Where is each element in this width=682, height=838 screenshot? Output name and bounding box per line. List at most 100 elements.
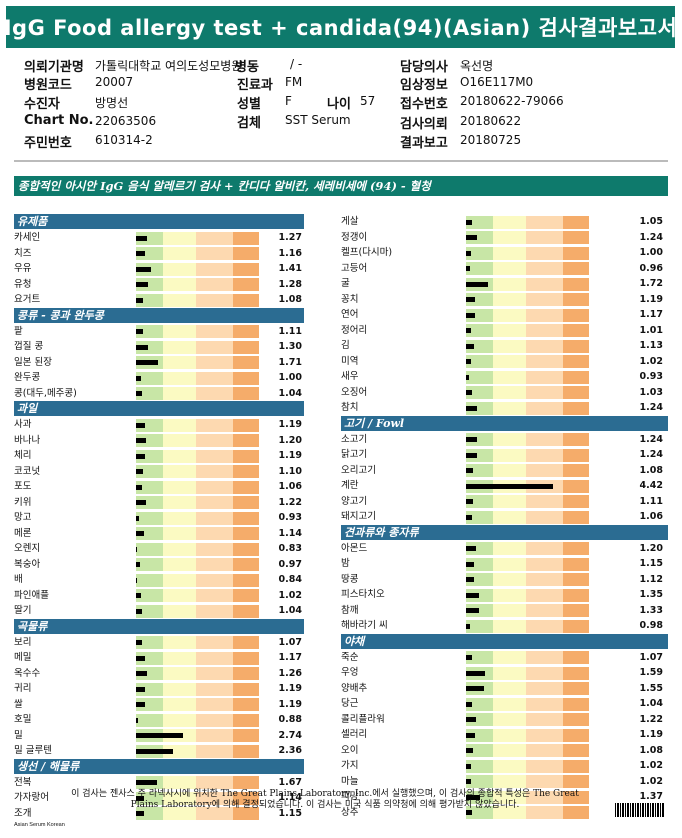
scale-zone bbox=[526, 339, 563, 353]
result-row: 치즈 1.16 bbox=[14, 246, 304, 262]
result-bar bbox=[136, 375, 141, 381]
result-value: 1.04 bbox=[278, 387, 302, 399]
result-row: 껍질 콩 1.30 bbox=[14, 339, 304, 355]
scale-zone bbox=[163, 371, 196, 385]
scale-zone bbox=[563, 464, 589, 477]
hospital-value: 가톨릭대학교 여의도성모병원 bbox=[95, 59, 243, 73]
result-row: 키위 1.22 bbox=[14, 495, 304, 511]
scale-zone bbox=[563, 790, 589, 804]
scale-zone bbox=[163, 636, 196, 649]
scale-zone bbox=[196, 434, 233, 447]
result-bar bbox=[136, 655, 145, 661]
scale-bar bbox=[466, 619, 589, 633]
scale-zone bbox=[493, 464, 526, 477]
result-value: 1.00 bbox=[639, 247, 663, 258]
result-value: 1.01 bbox=[639, 324, 663, 336]
result-bar bbox=[136, 577, 137, 583]
scale-bar bbox=[466, 588, 589, 602]
scale-bar bbox=[466, 713, 589, 726]
result-bar bbox=[466, 468, 473, 473]
food-name: 사과 bbox=[14, 419, 32, 430]
result-value: 2.36 bbox=[278, 745, 302, 756]
ward-value: / - bbox=[290, 57, 303, 71]
scale-zone bbox=[563, 542, 589, 555]
food-name: 밤 bbox=[341, 558, 350, 569]
scale-zone bbox=[563, 744, 589, 757]
food-name: 가지 bbox=[341, 760, 359, 771]
scale-zone bbox=[196, 713, 233, 727]
scale-bar bbox=[136, 713, 259, 727]
scale-zone bbox=[526, 324, 563, 337]
food-name: 치즈 bbox=[14, 247, 32, 259]
result-bar bbox=[466, 623, 471, 629]
scale-zone bbox=[233, 589, 259, 602]
result-bar bbox=[466, 717, 477, 722]
scale-bar bbox=[136, 776, 259, 789]
result-bar bbox=[466, 499, 474, 504]
food-name: 전복 bbox=[14, 776, 32, 788]
scale-zone bbox=[563, 697, 589, 711]
food-name: 메론 bbox=[14, 527, 32, 539]
scale-zone bbox=[233, 807, 259, 820]
scale-zone bbox=[233, 651, 259, 665]
food-name: 마늘 bbox=[341, 775, 359, 787]
result-bar bbox=[136, 671, 148, 676]
scale-zone bbox=[526, 355, 563, 368]
scale-zone bbox=[196, 527, 233, 540]
scale-zone bbox=[196, 387, 233, 400]
scale-zone bbox=[233, 729, 259, 742]
scale-zone bbox=[233, 247, 259, 260]
scale-zone bbox=[163, 589, 196, 602]
patient-value: 방명선 bbox=[95, 96, 129, 110]
result-row: 딸기 1.04 bbox=[14, 603, 304, 619]
scale-zone bbox=[466, 759, 493, 773]
scale-zone bbox=[136, 340, 163, 354]
scale-zone bbox=[493, 448, 526, 462]
scale-zone bbox=[163, 542, 196, 556]
scale-zone bbox=[563, 604, 589, 617]
scale-zone bbox=[493, 510, 526, 524]
result-bar bbox=[466, 343, 474, 349]
scale-zone bbox=[196, 729, 233, 742]
section-header: 생선 / 해물류 bbox=[14, 758, 304, 774]
result-bar bbox=[136, 500, 147, 505]
scale-zone bbox=[466, 246, 493, 260]
receipt-label: 접수번호 bbox=[400, 97, 448, 112]
scale-zone bbox=[136, 542, 163, 556]
result-row: 우유 1.41 bbox=[14, 261, 304, 277]
scale-zone bbox=[196, 776, 233, 789]
food-name: 오징어 bbox=[341, 386, 368, 398]
scale-zone bbox=[136, 713, 163, 727]
scale-bar bbox=[466, 542, 589, 555]
scale-zone bbox=[493, 790, 526, 804]
food-name: 콩(대두,메주콩) bbox=[14, 387, 77, 399]
scale-zone bbox=[196, 558, 233, 571]
food-name: 메밀 bbox=[14, 652, 32, 663]
scale-zone bbox=[466, 495, 493, 508]
scale-zone bbox=[163, 558, 196, 571]
result-bar bbox=[466, 266, 470, 271]
scale-zone bbox=[526, 231, 563, 244]
result-bar bbox=[136, 251, 145, 256]
result-value: 0.93 bbox=[639, 371, 663, 382]
section-header: 유제품 bbox=[14, 214, 304, 229]
result-bar bbox=[466, 390, 472, 395]
scale-zone bbox=[196, 356, 233, 369]
food-name: 아몬드 bbox=[341, 542, 368, 554]
scale-zone bbox=[563, 324, 589, 337]
scale-zone bbox=[163, 791, 196, 805]
result-row: 연어 1.17 bbox=[341, 307, 668, 323]
result-row: 꽁치 1.19 bbox=[341, 292, 668, 308]
scale-zone bbox=[233, 791, 259, 805]
scale-bar bbox=[136, 496, 259, 509]
result-row: 새우 0.93 bbox=[341, 369, 668, 385]
scale-bar bbox=[466, 293, 589, 306]
result-bar bbox=[466, 810, 473, 815]
food-name: 껍질 콩 bbox=[14, 341, 44, 352]
report-title: IgG Food allergy test + candida(94)(Asia… bbox=[4, 6, 677, 48]
result-row: 복숭아 0.97 bbox=[14, 557, 304, 573]
result-value: 1.11 bbox=[639, 495, 663, 507]
food-name: 켈프(다시마) bbox=[341, 247, 393, 258]
scale-zone bbox=[233, 465, 259, 478]
result-value: 1.08 bbox=[278, 294, 302, 305]
